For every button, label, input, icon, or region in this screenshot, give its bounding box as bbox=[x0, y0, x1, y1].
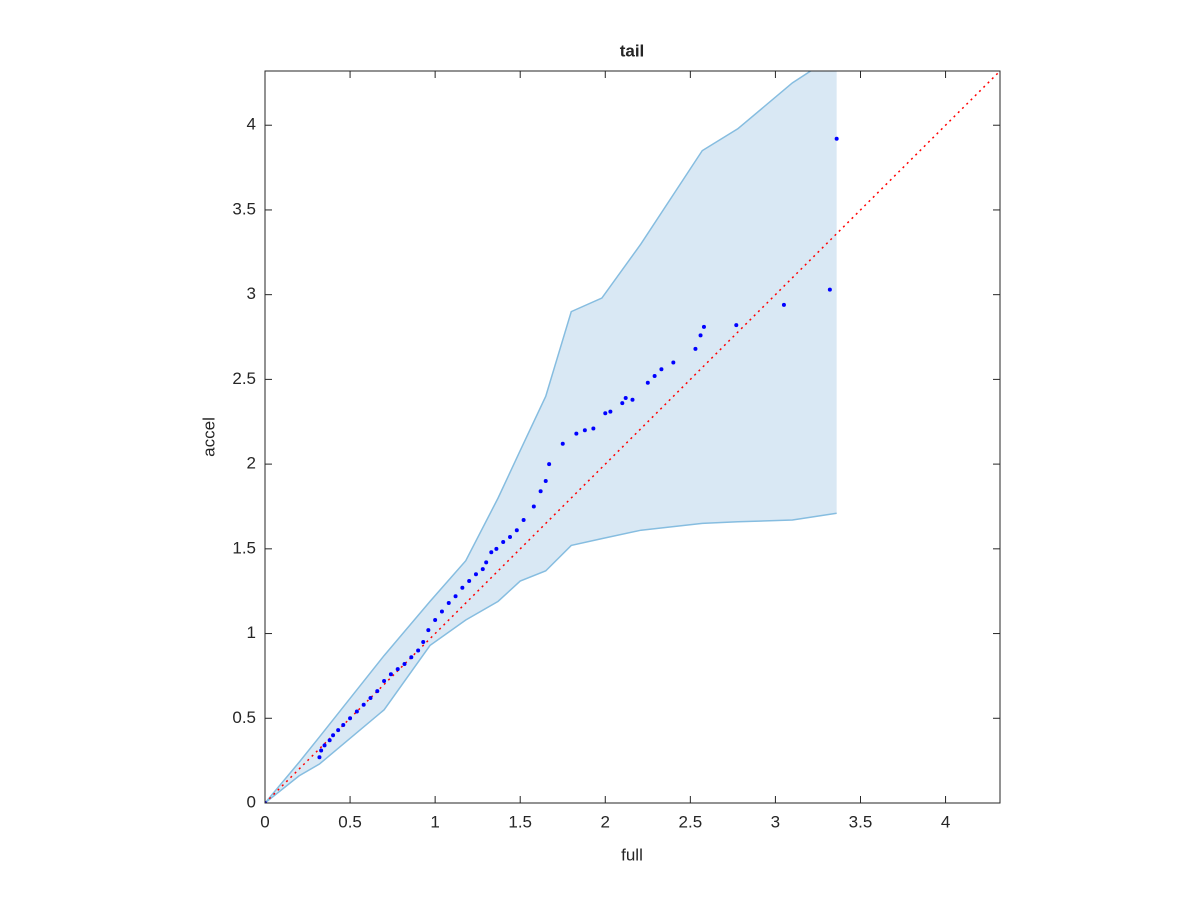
band-edge bbox=[265, 71, 813, 803]
data-point bbox=[531, 504, 536, 509]
data-point bbox=[698, 333, 703, 338]
x-tick-label: 3.5 bbox=[849, 812, 873, 831]
data-point bbox=[484, 560, 489, 565]
data-point bbox=[317, 755, 322, 760]
data-point bbox=[460, 585, 465, 590]
data-point bbox=[348, 716, 353, 721]
data-point bbox=[547, 462, 552, 467]
y-tick-label: 3.5 bbox=[232, 199, 256, 218]
data-point bbox=[341, 723, 346, 728]
x-tick-label: 2.5 bbox=[679, 812, 703, 831]
data-point bbox=[630, 397, 635, 402]
data-point bbox=[421, 640, 426, 645]
y-tick-label: 0 bbox=[247, 792, 256, 811]
data-point bbox=[489, 550, 494, 555]
data-point bbox=[543, 479, 548, 484]
reference-line bbox=[265, 71, 1000, 803]
data-point bbox=[322, 743, 327, 748]
y-tick-label: 1 bbox=[247, 623, 256, 642]
data-point bbox=[402, 662, 407, 667]
data-point bbox=[827, 287, 832, 292]
y-tick-label: 2 bbox=[247, 454, 256, 473]
x-tick-label: 0.5 bbox=[338, 812, 362, 831]
y-tick-label: 3 bbox=[247, 284, 256, 303]
y-tick-label: 2.5 bbox=[232, 369, 256, 388]
plot-area bbox=[265, 71, 1000, 803]
y-tick-label: 1.5 bbox=[232, 538, 256, 557]
data-point bbox=[501, 540, 506, 545]
axes-box bbox=[264, 70, 1001, 804]
y-axis-label: accel bbox=[199, 417, 218, 457]
data-point bbox=[623, 396, 628, 401]
x-tick-label: 1.5 bbox=[508, 812, 532, 831]
data-point bbox=[336, 728, 341, 733]
data-point bbox=[354, 709, 359, 714]
data-point bbox=[693, 346, 698, 351]
data-point bbox=[591, 426, 596, 431]
confidence-band bbox=[265, 71, 837, 803]
data-point bbox=[494, 546, 499, 551]
x-tick-label: 0 bbox=[260, 812, 269, 831]
data-point bbox=[368, 695, 373, 700]
chart-title: tail bbox=[620, 41, 645, 60]
data-point bbox=[382, 679, 387, 683]
data-point bbox=[473, 572, 478, 577]
band-edge bbox=[265, 512, 837, 803]
data-point bbox=[781, 302, 786, 307]
x-tick-label: 2 bbox=[601, 812, 610, 831]
data-point bbox=[659, 367, 664, 372]
data-point bbox=[416, 648, 421, 653]
x-tick-label: 1 bbox=[430, 812, 439, 831]
data-point bbox=[652, 374, 657, 378]
data-point bbox=[467, 579, 472, 584]
data-point bbox=[574, 431, 579, 436]
x-tick-label: 4 bbox=[941, 812, 950, 831]
data-point bbox=[480, 567, 485, 572]
data-point bbox=[834, 136, 839, 141]
data-point bbox=[582, 428, 587, 433]
data-point bbox=[388, 672, 393, 677]
data-point bbox=[361, 702, 366, 707]
data-point bbox=[319, 748, 324, 753]
data-point bbox=[433, 618, 438, 622]
data-point bbox=[426, 628, 431, 633]
data-point bbox=[538, 489, 543, 494]
data-point bbox=[701, 324, 706, 329]
data-point bbox=[508, 534, 512, 539]
data-point bbox=[608, 409, 613, 414]
data-point bbox=[671, 360, 676, 365]
data-point bbox=[395, 667, 400, 672]
data-point bbox=[514, 528, 519, 533]
y-tick-label: 4 bbox=[247, 115, 256, 134]
x-axis-label: full bbox=[621, 845, 643, 864]
x-tick-label: 3 bbox=[771, 812, 780, 831]
data-point bbox=[446, 601, 451, 606]
y-tick-label: 0.5 bbox=[232, 708, 256, 727]
data-point bbox=[734, 323, 739, 328]
data-point bbox=[327, 738, 332, 743]
data-point bbox=[521, 518, 526, 523]
data-point bbox=[645, 380, 650, 385]
data-point bbox=[560, 441, 565, 446]
data-point bbox=[409, 655, 414, 660]
data-point bbox=[439, 609, 444, 614]
data-point bbox=[620, 401, 625, 406]
data-point bbox=[453, 594, 458, 599]
data-point bbox=[375, 689, 380, 694]
data-point bbox=[603, 411, 608, 416]
data-point bbox=[331, 733, 336, 738]
